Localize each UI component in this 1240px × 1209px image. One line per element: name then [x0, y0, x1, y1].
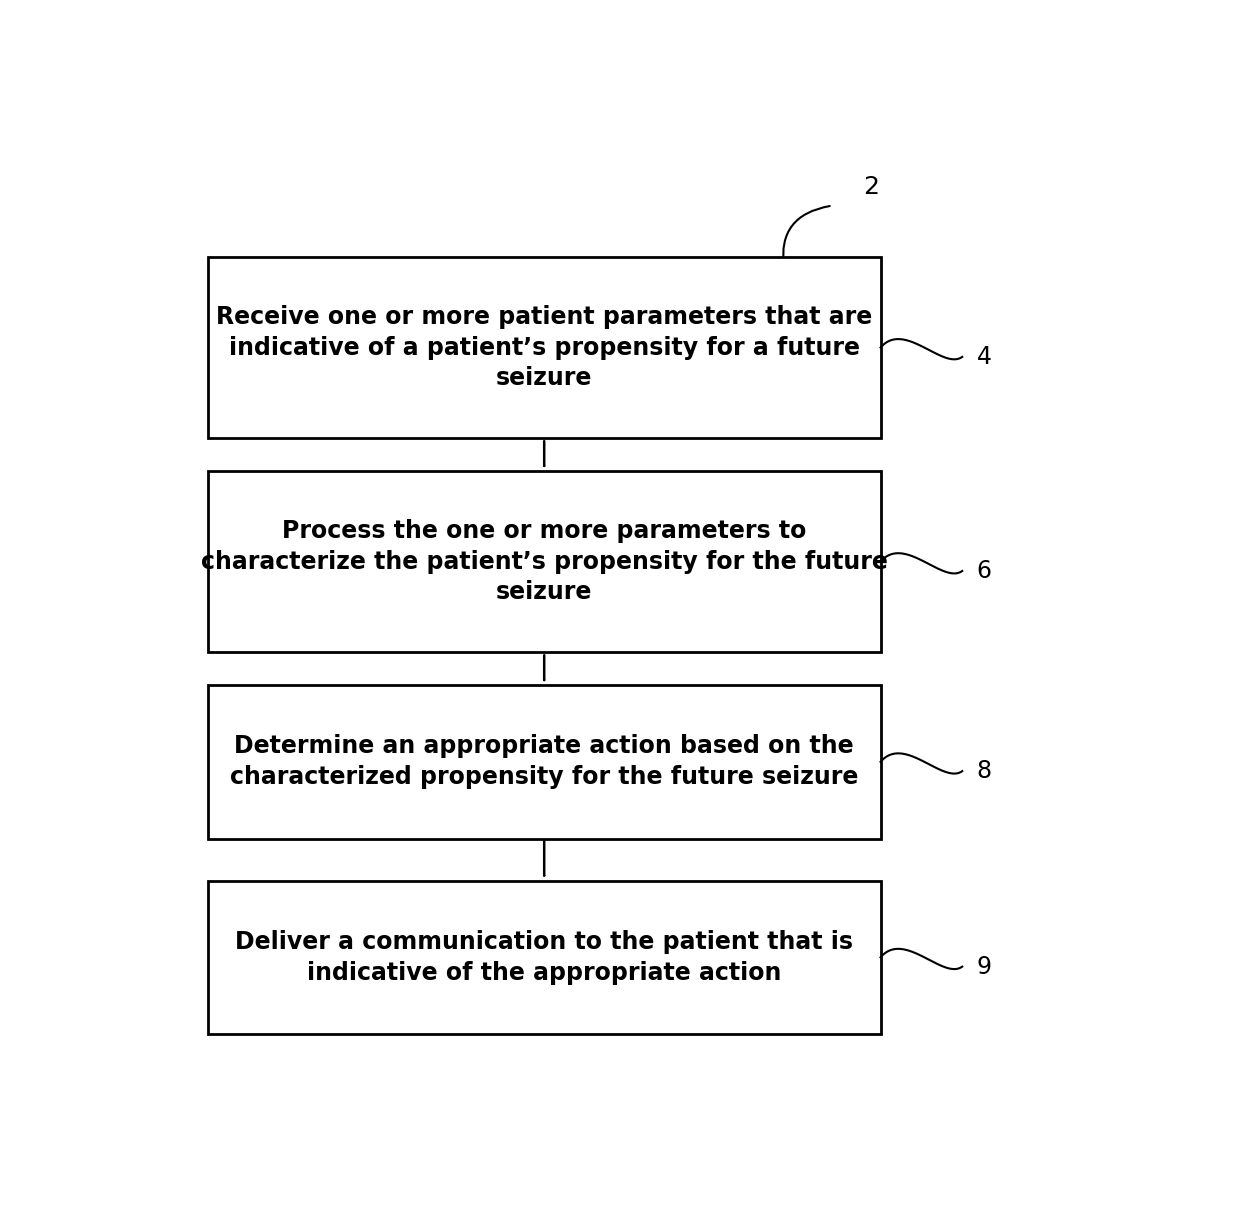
Text: 9: 9	[977, 955, 992, 978]
Bar	[208, 470, 880, 653]
Text: Determine an appropriate action based on the
characterized propensity for the fu: Determine an appropriate action based on…	[229, 735, 858, 789]
FancyArrowPatch shape	[784, 206, 830, 266]
Text: 4: 4	[977, 345, 992, 369]
Text: 2: 2	[863, 175, 879, 199]
Text: Receive one or more patient parameters that are
indicative of a patient’s propen: Receive one or more patient parameters t…	[216, 305, 872, 391]
Text: Deliver a communication to the patient that is
indicative of the appropriate act: Deliver a communication to the patient t…	[236, 930, 853, 984]
Text: 6: 6	[977, 559, 992, 583]
Text: Process the one or more parameters to
characterize the patient’s propensity for : Process the one or more parameters to ch…	[201, 519, 888, 604]
Text: 8: 8	[977, 759, 992, 783]
Bar	[208, 686, 880, 839]
Bar	[208, 256, 880, 439]
Bar	[208, 880, 880, 1034]
